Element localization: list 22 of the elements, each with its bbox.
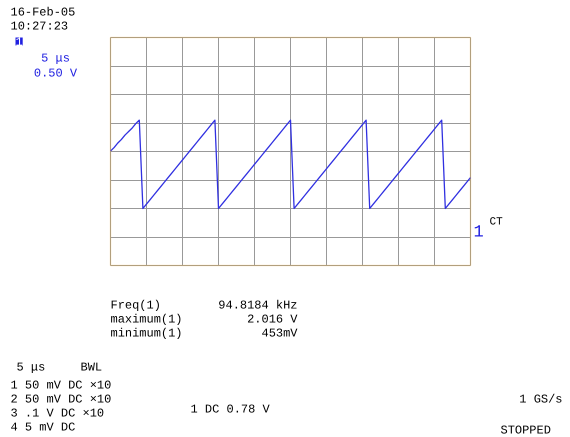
- text: maximum(1): [110, 312, 183, 326]
- text: 5 μs: [41, 52, 70, 66]
- text: 16-Feb-05: [10, 6, 76, 20]
- text: 3 .1 V DC ×10: [10, 406, 104, 420]
- text: 4 5 mV DC: [10, 420, 76, 434]
- text: STOPPED: [500, 424, 551, 437]
- text: 2 50 mV DC ×10: [10, 392, 112, 406]
- text: minimum(1): [110, 326, 183, 340]
- text: 10:27:23: [10, 20, 68, 34]
- text: CT: [490, 216, 504, 228]
- text: 1: [474, 224, 484, 242]
- text: 0.50 V: [34, 66, 78, 80]
- text: 94.8184 kHz: [218, 298, 298, 312]
- text: 1 DC 0.78 V: [190, 402, 271, 416]
- text: 5 μs: [16, 360, 46, 374]
- text: Freq(1): [110, 298, 161, 312]
- text: 453mV: [261, 326, 298, 340]
- text: 1 GS/s: [519, 392, 563, 406]
- text: 2.016 V: [247, 312, 298, 326]
- text: 1 50 mV DC ×10: [10, 378, 112, 392]
- text: 1: [16, 36, 23, 50]
- text: BWL: [80, 360, 102, 374]
